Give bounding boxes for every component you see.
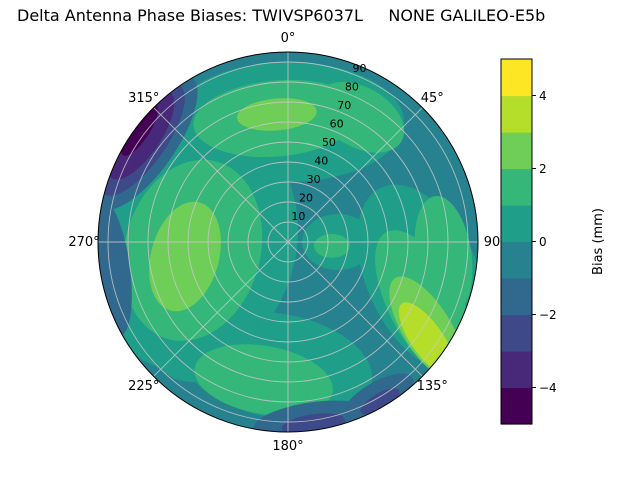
angular-tick-label: 0° bbox=[281, 31, 296, 46]
radial-tick-label: 60 bbox=[330, 118, 344, 131]
polar-grid-spoke bbox=[153, 241, 289, 377]
colorbar-band bbox=[501, 59, 532, 97]
colorbar-tick-label: −2 bbox=[539, 308, 557, 322]
colorbar-band bbox=[501, 168, 532, 206]
radial-tick-label: 50 bbox=[322, 136, 336, 149]
angular-tick-label: 90 bbox=[484, 235, 501, 250]
colorbar-axis-label: Bias (mm) bbox=[591, 208, 606, 275]
colorbar-tick-label: −4 bbox=[539, 381, 557, 395]
angular-tick-label: 45° bbox=[421, 91, 444, 106]
colorbar-band bbox=[501, 205, 532, 243]
colorbar-band bbox=[501, 132, 532, 170]
contour-region bbox=[149, 201, 221, 312]
colorbar-tick-label: 4 bbox=[539, 89, 547, 103]
radial-tick-label: 80 bbox=[345, 81, 359, 94]
polar-outline bbox=[97, 51, 479, 433]
polar-grid-spoke bbox=[287, 107, 423, 243]
contour-region bbox=[360, 388, 400, 415]
angular-tick-label: 135° bbox=[417, 379, 448, 394]
angular-tick-label: 270° bbox=[68, 235, 99, 250]
polar-grid bbox=[98, 52, 478, 432]
polar-grid-spoke bbox=[153, 107, 289, 243]
angular-tick-label: 225° bbox=[128, 379, 159, 394]
colorbar: −4 −2 0 2 4 Bias (mm) bbox=[500, 58, 606, 425]
colorbar-band bbox=[501, 387, 532, 425]
polar-grid-spoke bbox=[287, 241, 423, 377]
contour-region bbox=[121, 104, 158, 156]
colorbar-band bbox=[501, 278, 532, 316]
figure-title: Delta Antenna Phase Biases: TWIVSP6037L … bbox=[17, 6, 546, 25]
colorbar-band bbox=[501, 351, 532, 389]
colorbar-tick-label: 2 bbox=[539, 162, 547, 176]
angular-tick-label: 180° bbox=[272, 439, 303, 454]
contour-region bbox=[315, 81, 405, 153]
radial-tick-label: 10 bbox=[291, 210, 305, 223]
colorbar-band bbox=[501, 314, 532, 352]
angular-tick-label: 315° bbox=[128, 91, 159, 106]
radial-tick-label: 70 bbox=[337, 99, 351, 112]
colorbar-tick-label: 0 bbox=[539, 235, 547, 249]
radial-tick-label: 20 bbox=[299, 192, 313, 205]
colorbar-band bbox=[501, 241, 532, 279]
radial-tick-label: 30 bbox=[307, 173, 321, 186]
contour-region bbox=[414, 196, 473, 316]
radial-tick-label: 40 bbox=[314, 155, 328, 168]
radial-tick-label: 90 bbox=[353, 62, 367, 75]
contour-region bbox=[313, 233, 350, 258]
colorbar-band bbox=[501, 95, 532, 133]
